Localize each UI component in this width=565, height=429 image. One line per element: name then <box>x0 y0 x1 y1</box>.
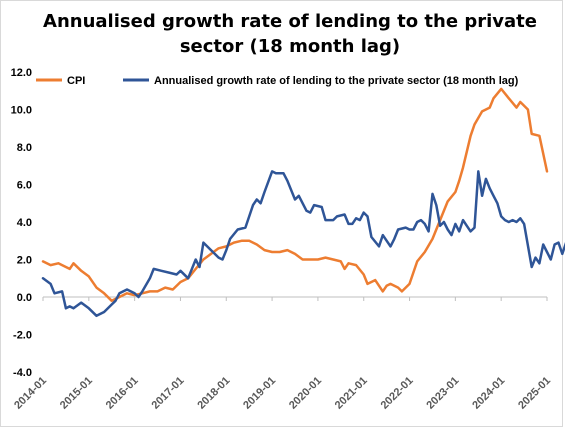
x-tick-label: 2025-01 <box>516 375 553 412</box>
legend-label-cpi: CPI <box>67 75 85 87</box>
y-tick-label: 10.0 <box>11 105 32 117</box>
x-tick-label: 2023-01 <box>424 375 461 412</box>
y-tick-label: 8.0 <box>17 142 32 154</box>
x-tick-label: 2018-01 <box>195 375 232 412</box>
x-tick-label: 2014-01 <box>12 375 49 412</box>
y-tick-label: -2.0 <box>13 330 32 342</box>
series-layer <box>41 87 565 318</box>
legend: CPI Annualised growth rate of lending to… <box>36 75 519 87</box>
x-tick-label: 2019-01 <box>241 375 278 412</box>
y-tick-label: 2.0 <box>17 255 32 267</box>
series-line-lending <box>41 170 565 318</box>
y-tick-label: -4.0 <box>13 367 32 379</box>
y-axis: 12.0 10.0 8.0 6.0 4.0 2.0 0.0 -2.0 -4.0 <box>11 67 547 379</box>
y-tick-label: 4.0 <box>17 217 32 229</box>
x-tick-label: 2020-01 <box>287 375 324 412</box>
y-tick-label: 12.0 <box>11 67 32 79</box>
legend-label-lending: Annualised growth rate of lending to the… <box>154 75 519 87</box>
chart-title: Annualised growth rate of lending to the… <box>43 11 537 57</box>
x-tick-label: 2022-01 <box>379 375 416 412</box>
series-line-cpi <box>41 87 549 303</box>
y-tick-label: 6.0 <box>17 180 32 192</box>
x-tick-label: 2015-01 <box>58 375 95 412</box>
x-tick-label: 2017-01 <box>150 375 187 412</box>
x-tick-label: 2021-01 <box>333 375 370 412</box>
y-tick-label: 0.0 <box>17 292 32 304</box>
x-tick-label: 2024-01 <box>470 375 507 412</box>
x-tick-label: 2016-01 <box>104 375 141 412</box>
